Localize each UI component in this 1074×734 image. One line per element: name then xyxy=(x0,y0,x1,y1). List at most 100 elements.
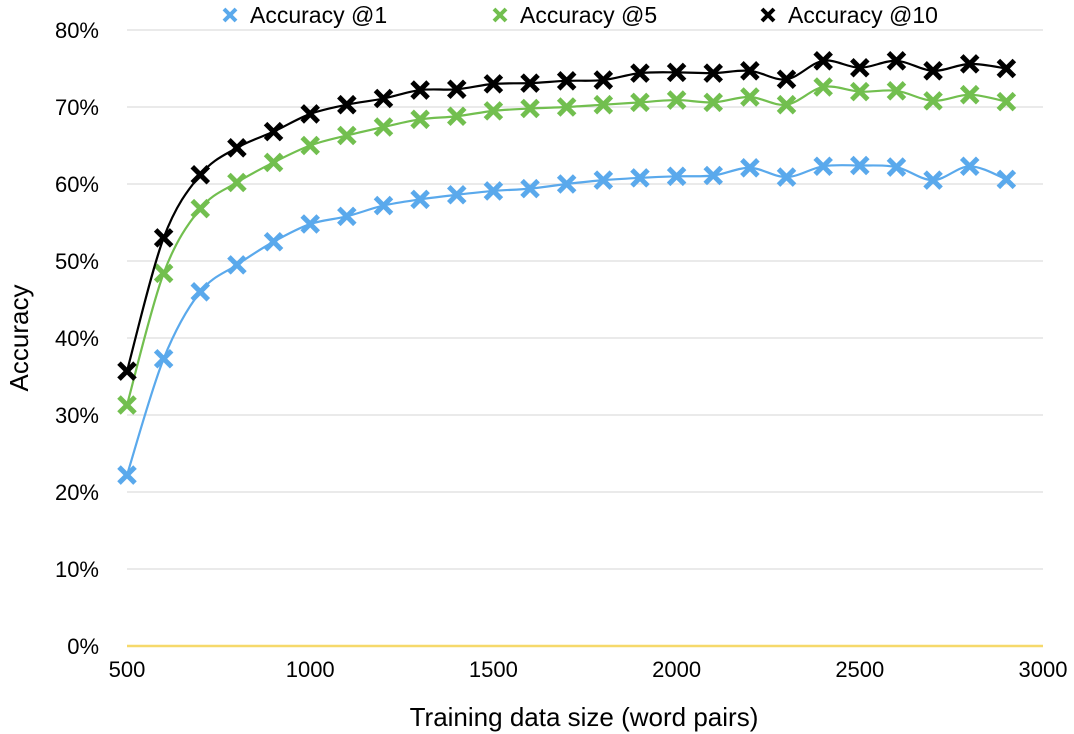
data-point-marker xyxy=(776,167,797,187)
data-point-marker xyxy=(630,63,650,83)
x-axis-ticks: 500 1000 1500 2000 2500 3000 xyxy=(109,657,1068,682)
series-line xyxy=(125,164,1007,476)
data-point-marker xyxy=(923,61,943,81)
x-tick-label: 3000 xyxy=(1019,657,1068,682)
data-point-marker xyxy=(446,79,467,100)
y-axis-title: Accuracy xyxy=(4,285,34,392)
data-point-marker xyxy=(410,109,430,130)
data-point-marker xyxy=(410,80,430,100)
legend-label: Accuracy @5 xyxy=(520,2,657,28)
data-point-marker xyxy=(923,170,943,190)
series-line xyxy=(125,85,1007,406)
legend-item: Accuracy @5 xyxy=(492,2,657,28)
data-point-marker xyxy=(666,166,687,187)
data-point-marker xyxy=(593,170,614,190)
y-tick-label: 50% xyxy=(55,249,99,274)
data-point-marker xyxy=(959,156,980,177)
data-point-marker xyxy=(520,178,540,199)
x-tick-label: 2500 xyxy=(835,657,884,682)
series-1 xyxy=(117,155,1017,485)
data-point-marker xyxy=(190,282,211,302)
data-point-marker xyxy=(190,198,211,219)
data-point-marker xyxy=(996,169,1017,190)
series-3 xyxy=(117,51,1017,381)
data-point-marker xyxy=(703,165,724,186)
data-point-marker xyxy=(593,70,614,90)
data-point-marker xyxy=(300,104,320,124)
data-point-marker xyxy=(923,91,943,111)
data-point-marker xyxy=(593,94,614,115)
data-point-marker xyxy=(483,101,504,121)
legend-marker xyxy=(492,7,508,23)
data-point-marker xyxy=(300,214,320,234)
data-point-marker xyxy=(666,62,687,83)
legend-marker xyxy=(760,7,776,23)
data-point-marker xyxy=(483,74,504,94)
data-point-marker xyxy=(227,172,247,193)
x-tick-label: 2000 xyxy=(652,657,701,682)
data-point-marker xyxy=(703,63,724,83)
legend-marker xyxy=(222,7,238,23)
y-tick-label: 0% xyxy=(67,634,99,659)
gridlines xyxy=(127,29,1043,570)
data-point-marker xyxy=(850,57,870,78)
data-point-marker xyxy=(446,185,467,205)
data-point-marker xyxy=(996,91,1017,112)
x-tick-label: 500 xyxy=(109,657,146,682)
x-tick-label: 1500 xyxy=(469,657,518,682)
data-point-marker xyxy=(337,206,357,227)
data-point-marker xyxy=(227,255,247,275)
data-point-marker xyxy=(740,87,760,107)
data-point-marker xyxy=(190,164,211,185)
data-point-marker xyxy=(813,51,833,71)
data-point-marker xyxy=(520,73,540,93)
data-point-marker xyxy=(410,189,430,210)
x-axis-title: Training data size (word pairs) xyxy=(410,702,759,732)
data-point-marker xyxy=(556,97,577,117)
data-point-marker xyxy=(813,156,833,177)
data-point-marker xyxy=(740,61,760,81)
series-layer xyxy=(117,51,1017,485)
data-point-marker xyxy=(337,94,357,115)
y-tick-label: 30% xyxy=(55,403,99,428)
data-point-marker xyxy=(263,152,284,173)
data-point-marker xyxy=(117,395,137,415)
data-point-marker xyxy=(630,92,650,113)
data-point-marker xyxy=(886,157,907,177)
data-point-marker xyxy=(117,361,137,381)
legend-item: Accuracy @10 xyxy=(760,2,938,28)
data-point-marker xyxy=(850,155,870,176)
data-point-marker xyxy=(373,195,394,216)
legend-label: Accuracy @10 xyxy=(788,2,938,28)
data-point-marker xyxy=(300,135,320,156)
legend-item: Accuracy @1 xyxy=(222,2,387,28)
data-point-marker xyxy=(959,54,980,74)
data-point-marker xyxy=(666,90,687,110)
data-point-marker xyxy=(813,77,833,97)
data-point-marker xyxy=(373,117,394,137)
y-tick-label: 70% xyxy=(55,95,99,120)
data-point-marker xyxy=(153,349,174,369)
data-point-marker xyxy=(630,168,650,188)
x-tick-label: 1000 xyxy=(286,657,335,682)
y-tick-label: 80% xyxy=(55,18,99,43)
series-2 xyxy=(117,77,1017,415)
data-point-marker xyxy=(263,121,284,142)
data-point-marker xyxy=(703,92,724,113)
data-point-marker xyxy=(337,125,357,146)
y-axis-ticks: 0% 10% 20% 30% 40% 50% 60% 70% 80% xyxy=(55,18,99,659)
y-tick-label: 20% xyxy=(55,480,99,505)
data-point-marker xyxy=(556,71,577,91)
data-point-marker xyxy=(153,263,174,284)
data-point-marker xyxy=(446,106,467,127)
y-tick-label: 60% xyxy=(55,172,99,197)
data-point-marker xyxy=(776,94,797,115)
data-point-marker xyxy=(520,98,540,119)
y-tick-label: 10% xyxy=(55,557,99,582)
data-point-marker xyxy=(740,158,760,178)
data-point-marker xyxy=(153,228,174,248)
data-point-marker xyxy=(556,174,577,194)
data-point-marker xyxy=(227,138,247,158)
legend: Accuracy @1 Accuracy @5 Accuracy @10 xyxy=(222,2,938,28)
